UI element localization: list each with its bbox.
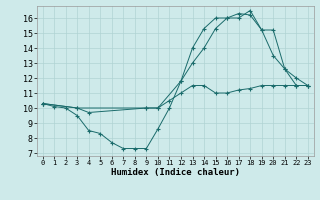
X-axis label: Humidex (Indice chaleur): Humidex (Indice chaleur)	[111, 168, 240, 177]
